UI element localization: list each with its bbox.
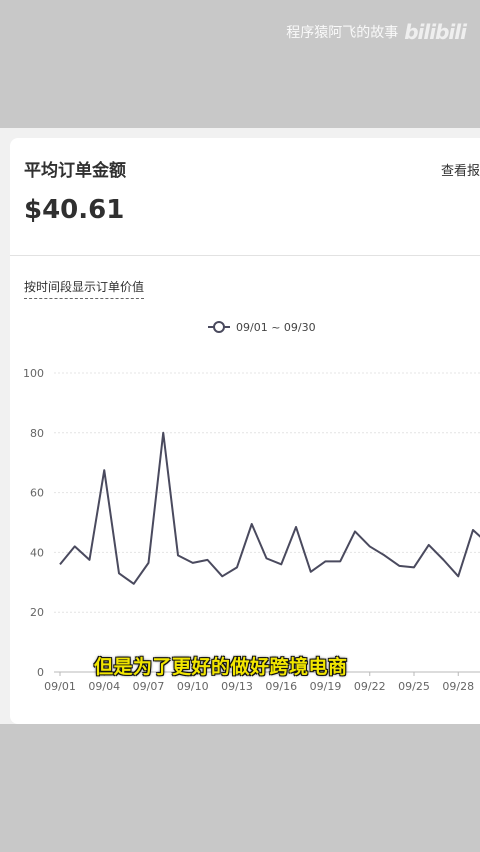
summary-section: 平均订单金额 查看报 $40.61: [10, 138, 480, 256]
watermark-text: 程序猿阿飞的故事: [286, 25, 399, 41]
view-report-link[interactable]: 查看报: [440, 164, 480, 179]
x-tick-label: 09/04: [88, 680, 120, 693]
y-tick-label: 20: [30, 606, 44, 619]
x-tick-label: 09/10: [177, 680, 209, 693]
aov-card: 平均订单金额 查看报 $40.61 按时间段显示订单价值: [0, 128, 480, 724]
watermark: 程序猿阿飞的故事 bilibili: [286, 20, 467, 44]
card-title: 平均订单金额: [24, 161, 126, 181]
y-tick-label: 60: [30, 487, 44, 500]
y-tick-label: 80: [30, 427, 44, 440]
x-tick-label: 09/28: [442, 680, 474, 693]
y-tick-label: 100: [23, 367, 44, 380]
legend-marker-icon: [213, 321, 225, 333]
series-line: [59, 431, 480, 585]
chart-subtitle[interactable]: 按时间段显示订单价值: [24, 278, 145, 299]
x-tick-label: 09/22: [354, 680, 386, 693]
x-tick-label: 09/07: [133, 680, 165, 693]
aov-value: $40.61: [24, 195, 125, 225]
legend-label: 09/01 ~ 09/30: [236, 321, 316, 334]
bilibili-logo: bilibili: [404, 20, 467, 44]
card-inner: 平均订单金额 查看报 $40.61 按时间段显示订单价值: [10, 138, 480, 724]
x-tick-label: 09/19: [310, 680, 342, 693]
x-tick-label: 09/01: [44, 680, 76, 693]
y-tick-label: 0: [37, 666, 44, 679]
y-tick-label: 40: [30, 546, 44, 559]
video-caption: 但是为了更好的做好跨境电商: [94, 656, 348, 678]
x-tick-label: 09/13: [221, 680, 253, 693]
x-tick-label: 09/25: [398, 680, 430, 693]
x-tick-label: 09/16: [265, 680, 297, 693]
